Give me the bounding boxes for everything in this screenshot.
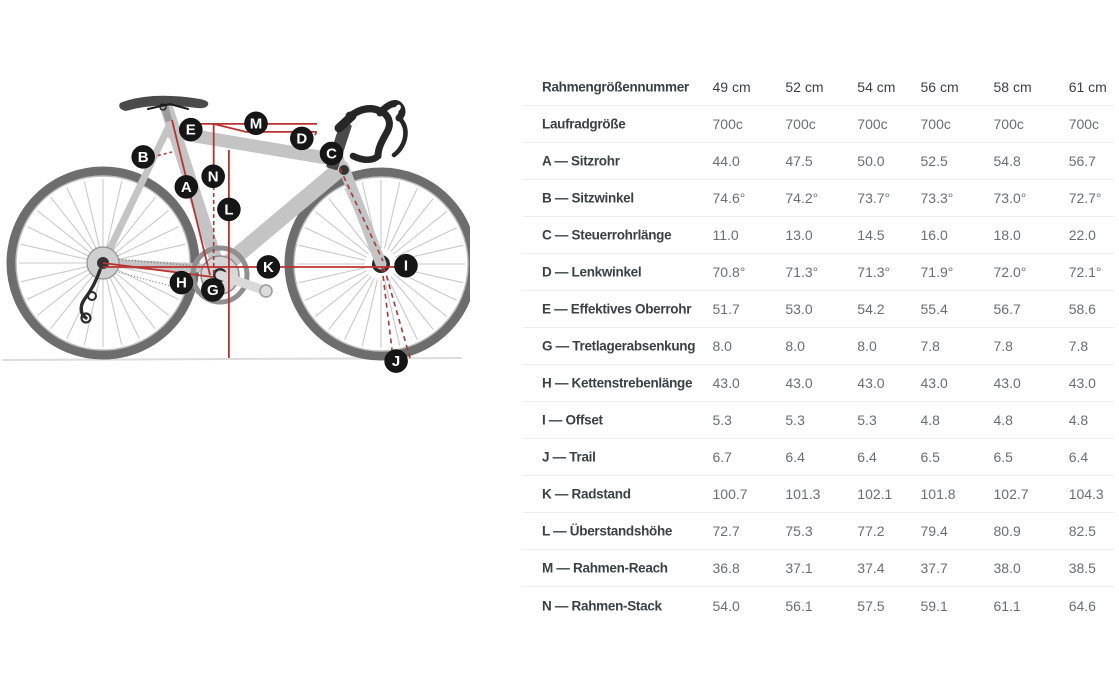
svg-text:J: J (392, 353, 400, 370)
svg-text:B: B (138, 149, 149, 166)
svg-text:K: K (263, 259, 274, 276)
svg-text:D: D (296, 130, 307, 147)
svg-text:C: C (326, 146, 337, 163)
svg-text:I: I (404, 258, 408, 275)
svg-text:L: L (224, 201, 233, 218)
svg-text:H: H (176, 275, 187, 292)
svg-text:A: A (181, 179, 192, 196)
svg-text:G: G (207, 282, 219, 299)
svg-text:E: E (186, 122, 196, 139)
svg-text:N: N (208, 168, 219, 185)
svg-text:M: M (250, 115, 263, 132)
